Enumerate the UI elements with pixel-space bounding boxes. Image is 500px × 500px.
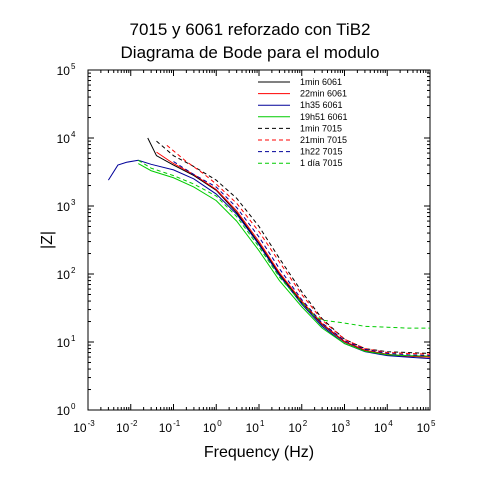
legend-label-6: 21min 7015 [300, 135, 347, 145]
x-tick-label: 105 [417, 419, 436, 435]
legend-label-3: 1h35 6061 [300, 100, 343, 110]
x-tick-label: 104 [374, 419, 393, 435]
series-line-6 [166, 144, 431, 355]
y-tick-label: 100 [57, 402, 76, 418]
legend-label-4: 19h51 6061 [300, 112, 348, 122]
x-tick-label: 10-3 [73, 419, 95, 435]
chart-title-line-1: 7015 y 6061 reforzado con TiB2 [130, 20, 371, 39]
legend-label-5: 1min 7015 [300, 123, 342, 133]
x-tick-label: 102 [288, 419, 307, 435]
plot-area-frame [87, 69, 431, 411]
x-tick-label: 101 [246, 419, 265, 435]
axis-ticks: 10-3 10-2 10-1 100 101 102 103 104 105 100 101 102 1… [57, 62, 436, 435]
series-line-8 [138, 159, 430, 329]
legend-label-8: 1 día 7015 [300, 158, 343, 168]
series-line-2 [156, 151, 431, 358]
x-tick-label: 10-1 [159, 419, 181, 435]
series-line-1 [147, 137, 431, 358]
y-tick-label: 105 [57, 62, 76, 78]
y-tick-label: 102 [57, 266, 76, 282]
x-axis-label: Frequency (Hz) [204, 444, 314, 461]
y-tick-label: 103 [57, 198, 76, 214]
x-tick-label: 100 [203, 419, 222, 435]
legend-label-2: 22min 6061 [300, 89, 347, 99]
series-line-7 [173, 161, 431, 357]
chart-title-line-2: Diagrama de Bode para el modulo [121, 43, 380, 62]
y-axis-label: |Z| [39, 231, 56, 249]
series-line-3 [107, 159, 431, 360]
legend-label-1: 1min 6061 [300, 77, 342, 87]
legend-label-7: 1h22 7015 [300, 147, 343, 157]
y-tick-label: 101 [57, 334, 76, 350]
x-tick-label: 103 [331, 419, 350, 435]
x-tick-label: 10-2 [116, 419, 138, 435]
series-line-5 [156, 140, 431, 354]
data-series [107, 137, 431, 360]
series-line-4 [138, 163, 431, 357]
y-tick-label: 104 [57, 130, 76, 146]
